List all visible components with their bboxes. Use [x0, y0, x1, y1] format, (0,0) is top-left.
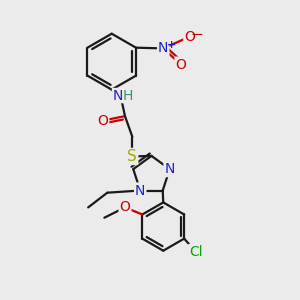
Text: N: N: [135, 184, 146, 197]
Text: Cl: Cl: [189, 245, 203, 259]
Text: −: −: [191, 27, 203, 42]
Text: N: N: [112, 88, 123, 103]
Text: O: O: [184, 30, 195, 44]
Text: H: H: [123, 88, 133, 103]
Text: O: O: [98, 114, 108, 128]
Text: O: O: [176, 58, 186, 72]
Text: N: N: [164, 162, 175, 176]
Text: S: S: [128, 149, 137, 164]
Text: O: O: [119, 200, 130, 214]
Text: N: N: [158, 41, 168, 56]
Text: +: +: [167, 40, 176, 50]
